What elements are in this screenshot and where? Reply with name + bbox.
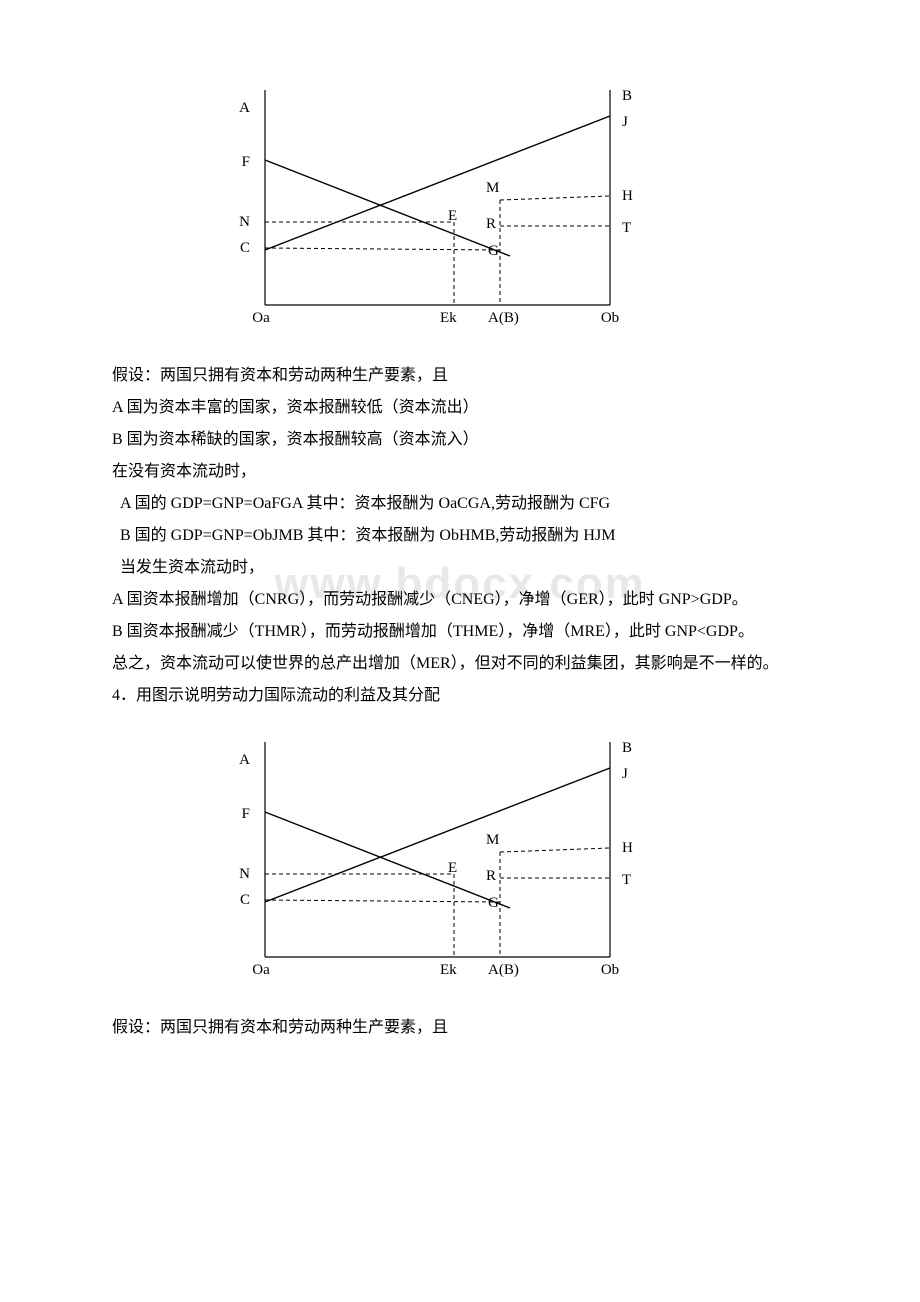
svg-text:H: H [622, 840, 633, 856]
svg-text:C: C [240, 892, 250, 908]
paragraph: B 国的 GDP=GNP=ObJMB 其中：资本报酬为 ObHMB,劳动报酬为 … [80, 520, 840, 552]
svg-text:A: A [239, 752, 250, 768]
svg-text:Ob: Ob [601, 962, 619, 978]
svg-text:M: M [486, 832, 499, 848]
svg-text:H: H [622, 188, 633, 204]
paragraph: A 国为资本丰富的国家，资本报酬较低（资本流出） [80, 392, 840, 424]
paragraph: 总之，资本流动可以使世界的总产出增加（MER），但对不同的利益集团，其影响是不一… [80, 648, 840, 680]
svg-text:Oa: Oa [252, 962, 270, 978]
svg-text:Ek: Ek [440, 962, 457, 978]
paragraph: B 国为资本稀缺的国家，资本报酬较高（资本流入） [80, 424, 840, 456]
paragraph: 4．用图示说明劳动力国际流动的利益及其分配 [80, 680, 840, 712]
svg-text:J: J [622, 766, 628, 782]
labor-flow-chart: A F NC BJ HT M E RG Ek A(B) Oa Ob [210, 722, 840, 992]
svg-text:G: G [488, 895, 499, 911]
svg-text:F: F [242, 154, 250, 170]
svg-text:T: T [622, 220, 631, 236]
paragraph: 当发生资本流动时， [80, 552, 840, 584]
paragraph: B 国资本报酬减少（THMR），而劳动报酬增加（THME），净增（MRE），此时… [80, 616, 840, 648]
paragraph: 假设：两国只拥有资本和劳动两种生产要素，且 [80, 1012, 840, 1044]
svg-text:E: E [448, 208, 457, 224]
svg-text:Ob: Ob [601, 310, 619, 326]
svg-text:A(B): A(B) [488, 962, 519, 978]
paragraph: A 国的 GDP=GNP=OaFGA 其中：资本报酬为 OaCGA,劳动报酬为 … [80, 488, 840, 520]
svg-text:R: R [486, 868, 496, 884]
svg-text:B: B [622, 740, 632, 756]
svg-text:E: E [448, 860, 457, 876]
svg-text:Ek: Ek [440, 310, 457, 326]
capital-flow-chart: A F NC BJ HT M E RG Ek A(B) Oa Ob [210, 70, 840, 340]
svg-text:B: B [622, 88, 632, 104]
paragraph: 假设：两国只拥有资本和劳动两种生产要素，且 [80, 360, 840, 392]
svg-text:Oa: Oa [252, 310, 270, 326]
svg-text:G: G [488, 243, 499, 259]
svg-text:A(B): A(B) [488, 310, 519, 326]
paragraph: 在没有资本流动时， [80, 456, 840, 488]
svg-text:C: C [240, 240, 250, 256]
svg-text:T: T [622, 872, 631, 888]
svg-text:N: N [239, 214, 250, 230]
svg-text:M: M [486, 180, 499, 196]
svg-text:A: A [239, 100, 250, 116]
svg-text:R: R [486, 216, 496, 232]
paragraph: A 国资本报酬增加（CNRG），而劳动报酬减少（CNEG），净增（GER），此时… [80, 584, 840, 616]
svg-text:F: F [242, 806, 250, 822]
svg-text:N: N [239, 866, 250, 882]
svg-text:J: J [622, 114, 628, 130]
